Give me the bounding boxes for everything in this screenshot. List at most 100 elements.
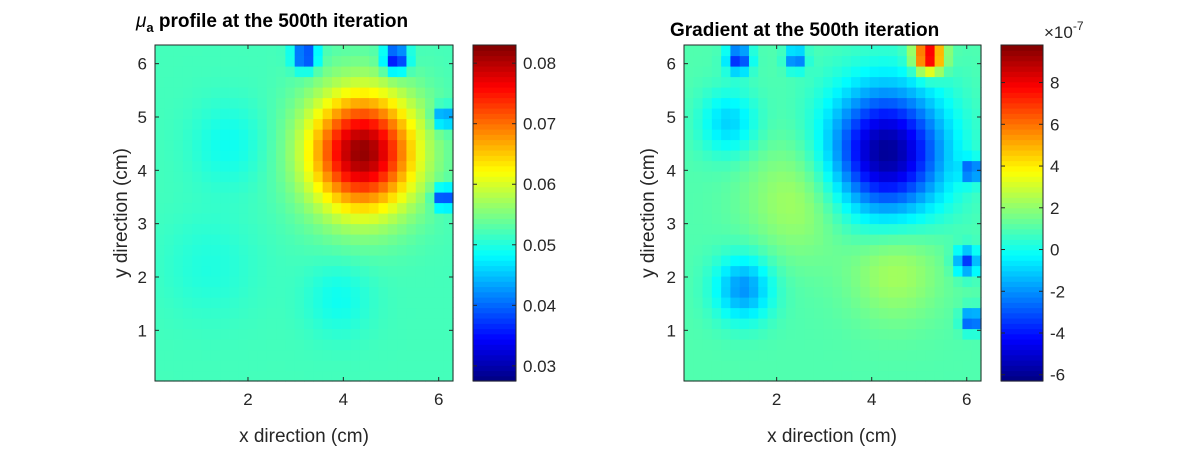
y-tick-label: 6 [667, 55, 676, 74]
heatmap-cell [730, 360, 741, 372]
heatmap-cell [851, 370, 861, 382]
colorbar-tick-label: 0 [1050, 241, 1059, 260]
heatmap-cell [266, 318, 277, 330]
heatmap-cell [415, 244, 426, 256]
heatmap-cell [387, 192, 398, 204]
heatmap-cell [684, 139, 694, 151]
heatmap-cell [313, 213, 324, 225]
heatmap-cell [786, 318, 796, 330]
heatmap-cell [397, 181, 408, 193]
heatmap-cell [916, 223, 926, 235]
heatmap-cell [304, 286, 314, 298]
heatmap-cell [916, 328, 926, 340]
heatmap-cell [758, 349, 769, 361]
heatmap-cell [173, 349, 184, 361]
heatmap-cell [341, 297, 352, 309]
heatmap-cell [155, 129, 165, 141]
heatmap-cell [369, 202, 380, 214]
colorbar-swatch [1001, 333, 1043, 340]
heatmap-cell [786, 202, 796, 214]
y-tick-label: 5 [667, 108, 676, 127]
heatmap-cell [425, 265, 435, 277]
heatmap-cell [934, 55, 945, 67]
heatmap-cell [860, 76, 871, 88]
heatmap-cell [897, 244, 908, 256]
heatmap-cell [350, 139, 361, 151]
heatmap-cell [888, 370, 899, 382]
heatmap-cell [182, 55, 193, 67]
heatmap-cell [916, 192, 926, 204]
heatmap-cell [397, 244, 408, 256]
heatmap-cell [925, 55, 936, 67]
heatmap-cell [776, 276, 787, 288]
heatmap-cell [220, 108, 231, 120]
heatmap-cell [285, 223, 296, 235]
heatmap-cell [758, 265, 769, 277]
mua-title-subscript: a [146, 20, 154, 35]
heatmap-cell [795, 108, 806, 120]
heatmap-cell [925, 276, 936, 288]
heatmap-cell [313, 129, 324, 141]
heatmap-cell [322, 108, 333, 120]
heatmap-cell [767, 349, 778, 361]
heatmap-cell [276, 87, 286, 99]
heatmap-cell [164, 339, 175, 351]
heatmap-cell [841, 276, 852, 288]
heatmap-cell [425, 234, 435, 246]
heatmap-cell [758, 297, 769, 309]
heatmap-cell [860, 370, 871, 382]
heatmap-cell [182, 318, 193, 330]
heatmap-cell [257, 76, 268, 88]
heatmap-cell [304, 213, 314, 225]
heatmap-cell [721, 244, 732, 256]
heatmap-cell [916, 360, 926, 372]
heatmap-cell [155, 234, 165, 246]
heatmap-cell [331, 108, 342, 120]
heatmap-cell [350, 349, 361, 361]
heatmap-cell [397, 318, 408, 330]
heatmap-cell [304, 339, 314, 351]
heatmap-cell [210, 97, 221, 109]
heatmap-cell [943, 118, 954, 130]
heatmap-cell [313, 318, 324, 330]
heatmap-cell [730, 181, 741, 193]
heatmap-cell [155, 297, 165, 309]
heatmap-cell [869, 360, 880, 372]
heatmap-cell [210, 286, 221, 298]
heatmap-cell [350, 45, 361, 57]
heatmap-cell [962, 97, 973, 109]
heatmap-cell [331, 223, 342, 235]
heatmap-cell [387, 97, 398, 109]
heatmap-cell [702, 339, 713, 351]
heatmap-cell [813, 150, 824, 162]
colorbar-swatch [473, 370, 516, 377]
heatmap-cell [841, 349, 852, 361]
heatmap-cell [415, 160, 426, 172]
heatmap-cell [693, 328, 704, 340]
heatmap-cell [832, 318, 843, 330]
heatmap-cell [953, 150, 964, 162]
colorbar-swatch [1001, 129, 1043, 135]
heatmap-cell [350, 171, 361, 183]
heatmap-cell [173, 286, 184, 298]
colorbar-swatch [473, 276, 516, 282]
heatmap-cell [238, 213, 249, 225]
colorbar-tick-label: -4 [1050, 324, 1065, 343]
heatmap-cell [443, 55, 454, 67]
heatmap-cell [406, 87, 417, 99]
heatmap-cell [425, 370, 435, 382]
colorbar-swatch [473, 81, 516, 88]
heatmap-cell [823, 265, 834, 277]
colorbar-swatch [473, 302, 516, 309]
heatmap-cell [869, 370, 880, 382]
heatmap-cell [229, 97, 240, 109]
heatmap-cell [860, 286, 871, 298]
heatmap-cell [238, 360, 249, 372]
heatmap-cell [878, 349, 889, 361]
heatmap-cell [943, 234, 954, 246]
heatmap-cell [767, 108, 778, 120]
heatmap-cell [878, 55, 889, 67]
heatmap-cell [748, 87, 759, 99]
heatmap-cell [285, 171, 296, 183]
heatmap-cell [229, 181, 240, 193]
